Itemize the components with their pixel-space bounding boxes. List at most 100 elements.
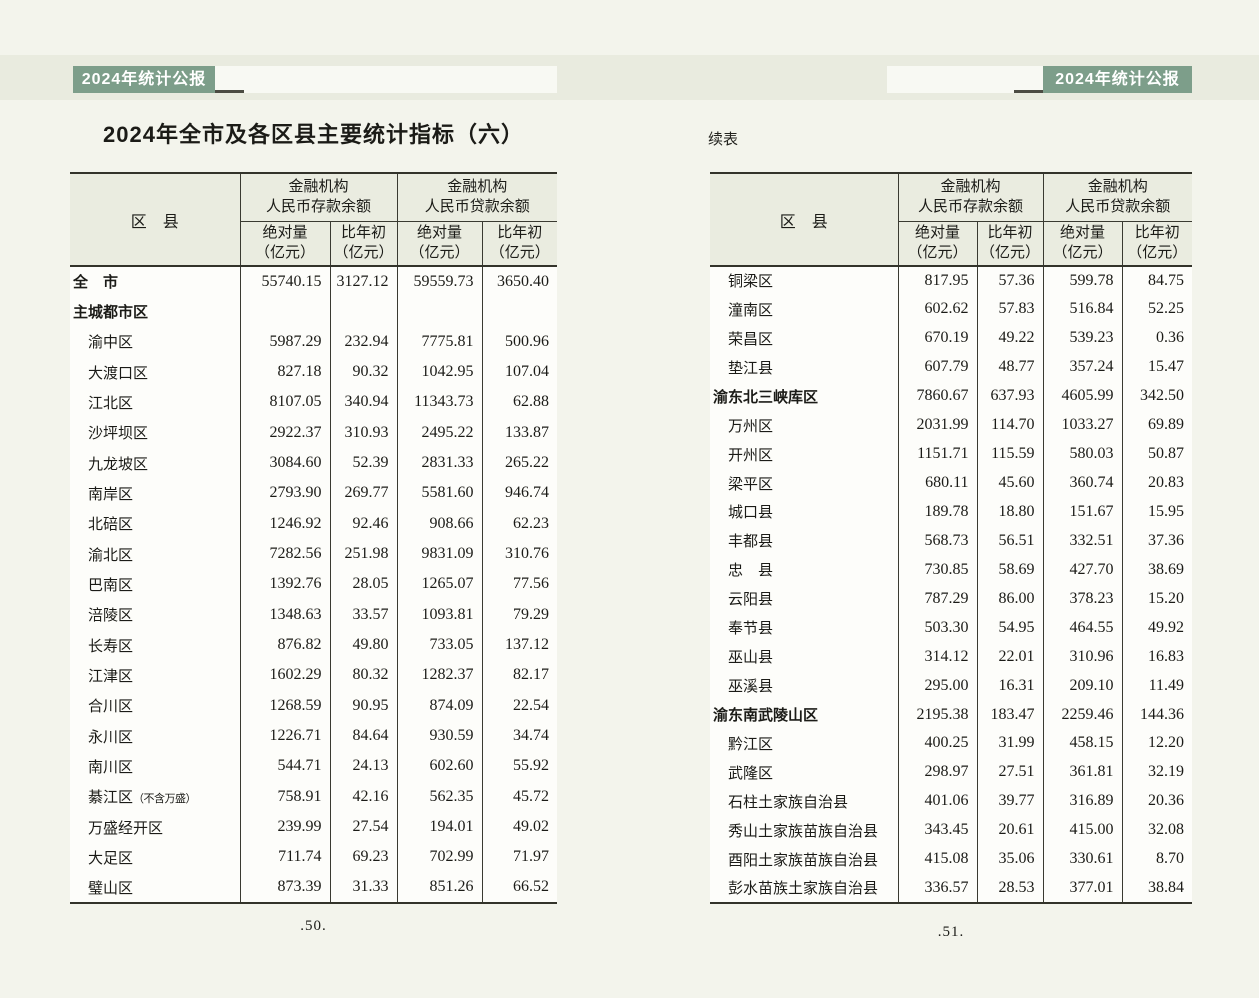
- table-row: 永川区 1226.71 84.64 930.59 34.74: [70, 720, 558, 752]
- value-cell: 18.80: [977, 497, 1044, 527]
- table-row: 万盛经开区 239.99 27.54 194.01 49.02: [70, 811, 558, 843]
- district-name-cell: 九龙坡区: [70, 447, 241, 479]
- value-cell: 209.10: [1043, 671, 1123, 701]
- value-cell: 357.24: [1043, 352, 1123, 382]
- value-cell: 183.47: [977, 700, 1044, 729]
- value-cell: 251.98: [330, 538, 398, 570]
- value-cell: 20.61: [977, 815, 1044, 845]
- value-cell: [240, 296, 331, 327]
- value-cell: 80.32: [330, 660, 398, 691]
- value-cell: 1268.59: [240, 690, 331, 721]
- district-name-cell: 荣昌区: [710, 323, 899, 353]
- value-cell: 90.95: [330, 690, 398, 721]
- right-header-tick: [1014, 90, 1043, 93]
- value-cell: 15.47: [1122, 352, 1193, 382]
- value-cell: 15.20: [1122, 584, 1193, 614]
- value-cell: 1033.27: [1043, 410, 1123, 440]
- right-header-bar: 2024年统计公报: [887, 66, 1192, 93]
- value-cell: 42.16: [330, 781, 398, 812]
- table-row: 巴南区 1392.76 28.05 1265.07 77.56: [70, 569, 558, 600]
- value-cell: 31.33: [330, 872, 398, 903]
- district-name-cell: 城口县: [710, 497, 899, 527]
- value-cell: 32.08: [1122, 815, 1193, 845]
- table-row: 城口县 189.78 18.80 151.67 15.95: [710, 497, 1193, 527]
- table-row: 大足区 711.74 69.23 702.99 71.97: [70, 842, 558, 873]
- district-name-cell: 长寿区: [70, 629, 241, 661]
- value-cell: 310.93: [330, 417, 398, 448]
- value-cell: 2195.38: [898, 700, 978, 729]
- left-header-badge: 2024年统计公报: [73, 66, 215, 93]
- left-header-tick: [215, 90, 244, 93]
- value-cell: 539.23: [1043, 323, 1123, 353]
- value-cell: 52.39: [330, 447, 398, 479]
- deposit-change-header: 比年初 （亿元）: [330, 221, 398, 267]
- value-cell: 265.22: [482, 447, 558, 479]
- value-cell: 84.64: [330, 720, 398, 752]
- value-cell: 239.99: [240, 811, 331, 843]
- value-cell: 49.92: [1122, 613, 1193, 643]
- table-row: 彭水苗族土家族自治县 336.57 28.53 377.01 38.84: [710, 873, 1193, 903]
- value-cell: 62.88: [482, 387, 558, 418]
- value-cell: 38.84: [1122, 873, 1193, 903]
- value-cell: 5987.29: [240, 326, 331, 357]
- value-cell: 580.03: [1043, 439, 1123, 469]
- value-cell: 31.99: [977, 729, 1044, 758]
- value-cell: 28.05: [330, 569, 398, 600]
- district-name-cell: 潼南区: [710, 294, 899, 324]
- table-row: 武隆区 298.97 27.51 361.81 32.19: [710, 757, 1193, 787]
- value-cell: 133.87: [482, 417, 558, 448]
- value-cell: 38.69: [1122, 555, 1193, 585]
- right-page-number: .51.: [937, 924, 965, 940]
- value-cell: 82.17: [482, 660, 558, 691]
- value-cell: 733.05: [397, 629, 483, 661]
- value-cell: 56.51: [977, 526, 1044, 556]
- value-cell: 377.01: [1043, 873, 1123, 903]
- table-row: 开州区 1151.71 115.59 580.03 50.87: [710, 439, 1193, 469]
- district-name-cell: 万盛经开区: [70, 811, 241, 843]
- district-name-cell: 石柱土家族自治县: [710, 786, 899, 816]
- value-cell: 1093.81: [397, 599, 483, 630]
- value-cell: 32.19: [1122, 757, 1193, 787]
- value-cell: 340.94: [330, 387, 398, 418]
- value-cell: 20.36: [1122, 786, 1193, 816]
- table-row: 璧山区 873.39 31.33 851.26 66.52: [70, 872, 558, 903]
- district-name-cell: 巫山县: [710, 642, 899, 672]
- value-cell: 336.57: [898, 873, 978, 903]
- table-row: 渝中区 5987.29 232.94 7775.81 500.96: [70, 326, 558, 357]
- value-cell: 400.25: [898, 729, 978, 758]
- loan-absolute-header: 绝对量 （亿元）: [1043, 221, 1123, 267]
- value-cell: 28.53: [977, 873, 1044, 903]
- value-cell: 69.89: [1122, 410, 1193, 440]
- value-cell: 55.92: [482, 751, 558, 782]
- value-cell: 401.06: [898, 786, 978, 816]
- table-row: 梁平区 680.11 45.60 360.74 20.83: [710, 468, 1193, 498]
- value-cell: 66.52: [482, 872, 558, 903]
- table-row: 忠 县 730.85 58.69 427.70 38.69: [710, 555, 1193, 585]
- district-name-cell: 巴南区: [70, 569, 241, 600]
- value-cell: 107.04: [482, 356, 558, 388]
- value-cell: 310.76: [482, 538, 558, 570]
- district-name-cell: 大渡口区: [70, 356, 241, 388]
- value-cell: 9831.09: [397, 538, 483, 570]
- value-cell: 34.74: [482, 720, 558, 752]
- table-row: 云阳县 787.29 86.00 378.23 15.20: [710, 584, 1193, 614]
- table-row: 南川区 544.71 24.13 602.60 55.92: [70, 751, 558, 782]
- value-cell: 361.81: [1043, 757, 1123, 787]
- value-cell: 48.77: [977, 352, 1044, 382]
- value-cell: 316.89: [1043, 786, 1123, 816]
- deposit-change-header: 比年初 （亿元）: [977, 221, 1044, 267]
- value-cell: 45.72: [482, 781, 558, 812]
- value-cell: [482, 296, 558, 327]
- value-cell: 8.70: [1122, 844, 1193, 874]
- table-row: 巫山县 314.12 22.01 310.96 16.83: [710, 642, 1193, 672]
- value-cell: 342.50: [1122, 381, 1193, 411]
- value-cell: 57.83: [977, 294, 1044, 324]
- district-name-cell: 江津区: [70, 660, 241, 691]
- district-name-cell: 涪陵区: [70, 599, 241, 630]
- right-header-badge: 2024年统计公报: [1043, 66, 1192, 93]
- value-cell: 27.54: [330, 811, 398, 843]
- value-cell: 2495.22: [397, 417, 483, 448]
- value-cell: 39.77: [977, 786, 1044, 816]
- district-name-cell: 渝东北三峡库区: [710, 381, 899, 411]
- value-cell: 330.61: [1043, 844, 1123, 874]
